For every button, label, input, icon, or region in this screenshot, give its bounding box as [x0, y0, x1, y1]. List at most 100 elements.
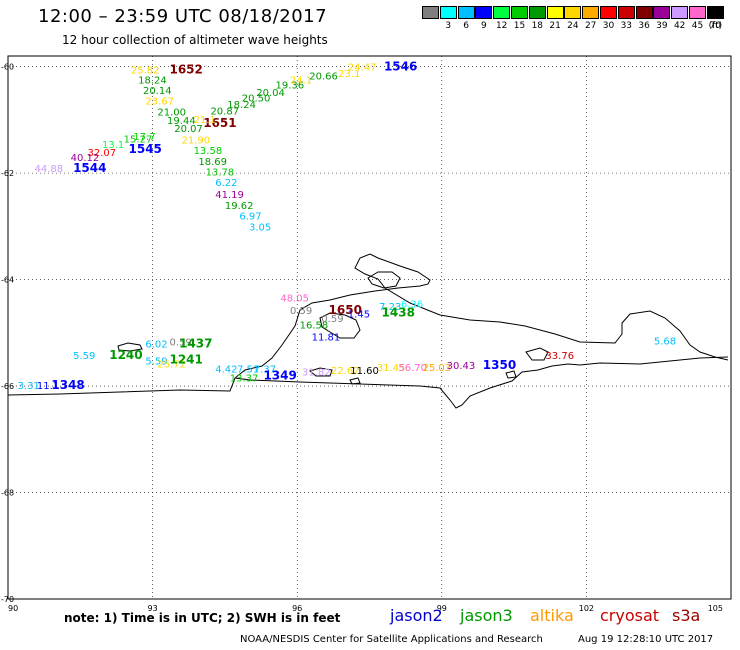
wave-height-label: 11.1 [37, 381, 59, 392]
wave-height-label: 4.42 [215, 364, 237, 375]
color-swatch [475, 6, 493, 19]
latitude-tick-label: -64 [1, 276, 14, 285]
color-scale-label: 36 [638, 21, 650, 31]
wave-height-label: 17.7 [133, 132, 155, 143]
wave-height-label: 13.78 [206, 168, 235, 179]
longitude-tick-label: 93 [148, 604, 158, 613]
wave-height-label: 13.1 [102, 140, 124, 151]
wave-height-label: 11.60 [350, 366, 379, 377]
pass-time-label: 1651 [203, 116, 236, 130]
island-5 [505, 370, 517, 379]
page-subtitle: 12 hour collection of altimeter wave hei… [62, 33, 328, 47]
color-scale-label: 45 [691, 21, 704, 31]
wave-height-label: 15.27 [124, 135, 153, 146]
color-swatch [422, 6, 439, 19]
axis-tick-labels: 90 93 96 99 102 105 -60 -62 -64 -66 -68 -70 [1, 63, 723, 613]
wave-height-label: 11.81 [312, 333, 341, 344]
color-swatch [546, 6, 564, 19]
wave-height-label: 25.03 [423, 363, 452, 374]
color-swatch [528, 6, 546, 19]
map-gridlines [7, 56, 732, 600]
wave-height-label: 6.22 [215, 178, 237, 189]
wave-height-label: 5.59 [145, 357, 167, 368]
generation-timestamp: Aug 19 12:28:10 UTC 2017 [578, 634, 714, 645]
latitude-tick-label: -66 [1, 382, 14, 391]
wave-height-label: 48.05 [280, 294, 309, 305]
color-swatch [671, 6, 689, 19]
wave-height-label: 20.50 [242, 94, 271, 105]
wave-height-label: 40.12 [71, 153, 100, 164]
wave-height-label: 19.62 [225, 201, 254, 212]
longitude-tick-label: 90 [8, 604, 18, 613]
wave-height-label: 24.47 [348, 63, 377, 74]
color-scale-label: 24 [567, 21, 579, 31]
pass-time-label: 1545 [129, 142, 162, 156]
wave-height-label: 21.00 [157, 107, 186, 118]
wave-height-label: 56.70 [398, 363, 427, 374]
wave-height-label: 20.66 [309, 72, 338, 83]
wave-height-label: 3.31 [18, 381, 40, 392]
footnote: note: 1) Time is in UTC; 2) SWH is in fe… [64, 611, 341, 625]
color-scale-label: 42 [673, 21, 686, 31]
color-scale-label: 18 [531, 21, 544, 31]
pass-time-label: 1437 [179, 336, 212, 350]
pass-time-label: 1350 [483, 358, 516, 372]
coastline-lower [234, 356, 729, 409]
wave-height-label: 0.59 [290, 306, 312, 317]
color-scale-label: 15 [513, 21, 526, 31]
wave-height-label: 7.51 [237, 364, 259, 375]
wave-height-label: 3.05 [249, 222, 271, 233]
legend-entry-altika: altika [530, 606, 574, 625]
latitude-tick-label: -70 [1, 595, 14, 604]
color-scale-label: 30 [602, 21, 615, 31]
wave-height-label: 20.07 [174, 124, 203, 135]
color-scale-label: 6 [463, 21, 469, 31]
color-swatch [635, 6, 653, 19]
pass-time-label: 1544 [73, 161, 106, 175]
credit-line: NOAA/NESDIS Center for Satellite Applica… [240, 634, 543, 645]
pass-time-label: 1240 [109, 348, 142, 362]
wave-height-label: 6.97 [239, 212, 261, 223]
color-scale-label: 27 [584, 21, 597, 31]
ice-shelf-loop [319, 312, 361, 339]
antarctic-coastline [7, 253, 729, 409]
color-scale-label: 12 [495, 21, 508, 31]
wave-height-label: 0.59 [169, 337, 191, 348]
wave-height-label: 24.1 [290, 75, 312, 86]
wave-height-label: 19.36 [276, 81, 305, 92]
wave-height-label: 25.82 [131, 65, 160, 76]
color-scale-label: 70 [709, 21, 722, 31]
wave-height-label: 18.24 [227, 100, 256, 111]
wave-height-label: 18.24 [138, 75, 167, 86]
wave-height-label: 16.58 [300, 320, 329, 331]
longitude-tick-label: 96 [292, 604, 302, 613]
wave-height-label: 32.07 [88, 148, 117, 159]
color-swatch [564, 6, 582, 19]
wave-height-label: 20.87 [210, 106, 239, 117]
color-scale-label: 3 [445, 21, 452, 31]
wave-height-label: 44.88 [35, 164, 64, 175]
pass-time-label: 1438 [382, 306, 415, 320]
wave-height-label: 0.59 [321, 314, 343, 325]
longitude-tick-label: 102 [579, 604, 594, 613]
longitude-tick-label: 105 [708, 604, 723, 613]
color-swatch [439, 6, 457, 19]
wave-height-label: 7.37 [254, 364, 276, 375]
wave-height-observations: 25.82 165218.2420.1423.6721.0019.4420.072… [18, 60, 677, 392]
wave-height-label: 20.04 [256, 88, 285, 99]
island-4 [349, 377, 361, 385]
color-scale-label: 39 [656, 21, 668, 31]
pass-time-label: 1546 [384, 60, 417, 74]
island-2 [308, 367, 333, 377]
wave-height-label: 31.82 [302, 368, 331, 379]
wave-height-label: 21.90 [182, 136, 211, 147]
pass-time-label: 1348 [51, 378, 84, 392]
pass-time-label: 1349 [263, 368, 296, 382]
wave-height-label: 25.72 [157, 360, 186, 371]
color-scale-label: 21 [549, 21, 561, 31]
legend-entry-s3a: s3a [672, 606, 701, 625]
wave-height-label: 13.37 [230, 374, 259, 385]
latitude-tick-label: -62 [1, 169, 14, 178]
color-swatch [706, 6, 724, 19]
